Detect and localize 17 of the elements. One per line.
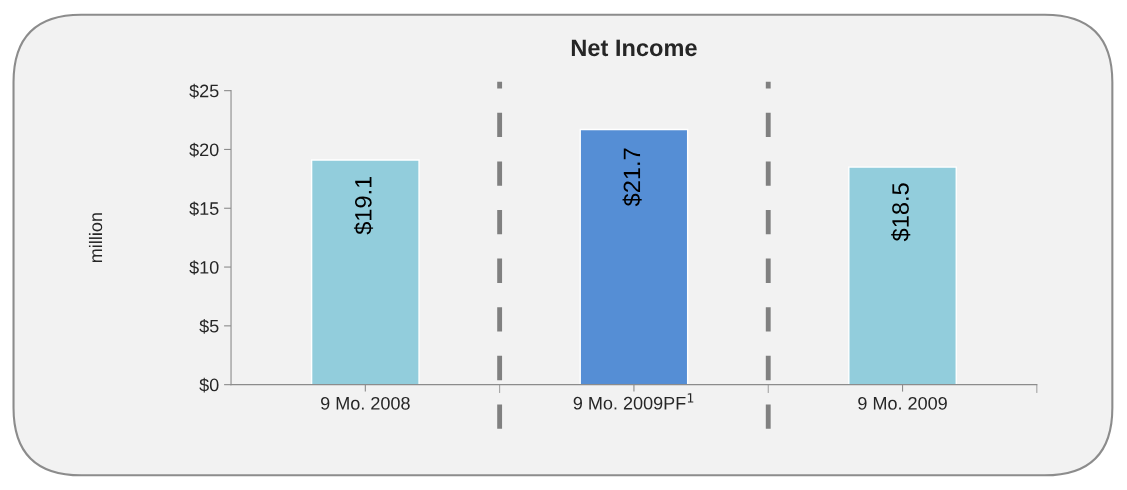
data-label: $21.7: [622, 148, 642, 207]
y-tick-label: $5: [199, 319, 219, 334]
x-tick-label: 9 Mo. 2009: [858, 396, 947, 410]
data-label: $19.1: [353, 176, 374, 235]
data-label: $18.5: [891, 183, 911, 242]
y-axis-title: million: [88, 213, 103, 263]
bar: [579, 128, 689, 385]
x-tick-label: 9 Mo. 2009PF$^{1}$: [573, 393, 694, 410]
y-tick-label: $20: [189, 142, 219, 158]
y-tick-label: $10: [189, 260, 219, 275]
y-tick-label: $25: [189, 83, 219, 99]
bar: [848, 166, 957, 385]
chart-title: Net Income: [571, 39, 697, 57]
x-tick-label: 9 Mo. 2008: [321, 396, 410, 410]
y-tick-label: $0: [199, 377, 219, 393]
y-tick-label: $15: [189, 201, 219, 217]
bar: [310, 159, 420, 385]
